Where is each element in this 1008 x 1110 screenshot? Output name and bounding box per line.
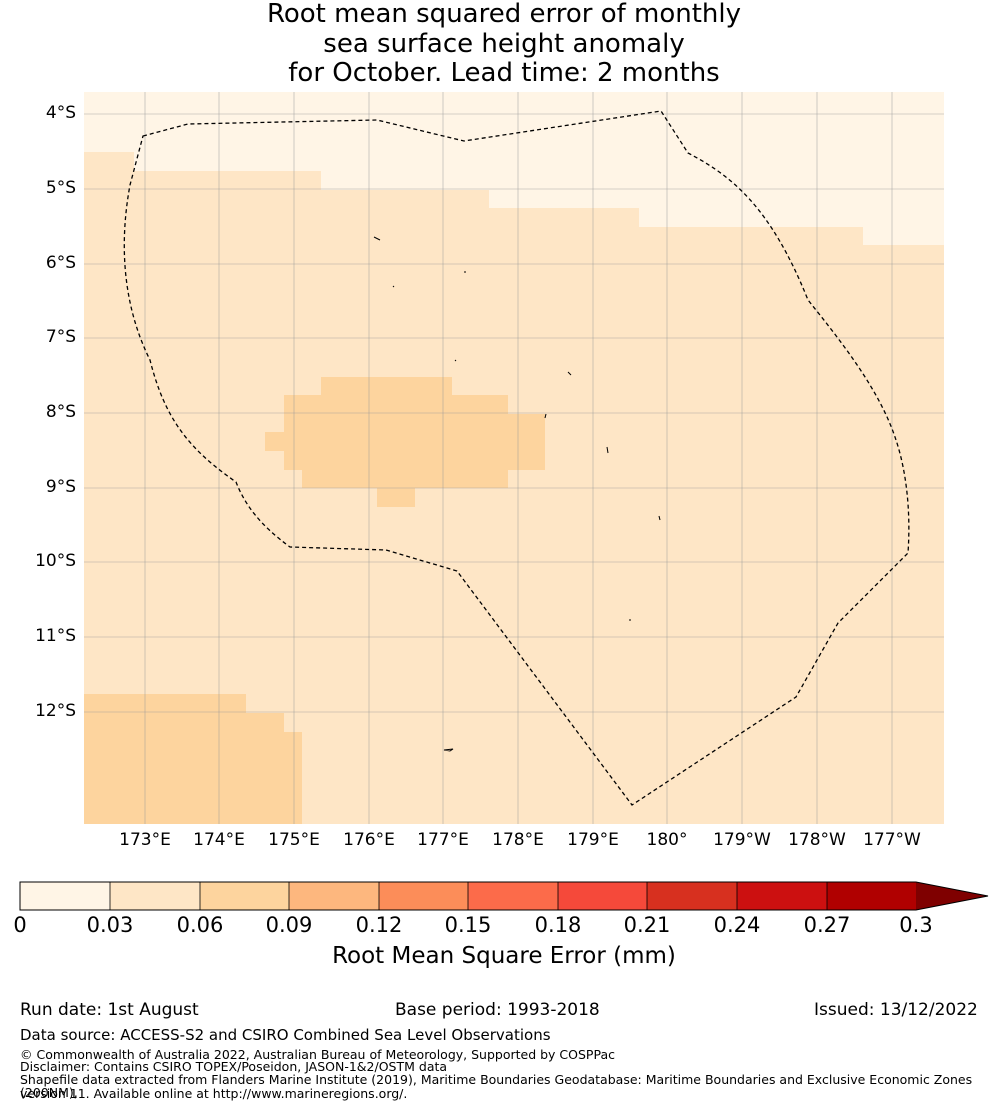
base-period: Base period: 1993-2018 xyxy=(395,1000,600,1020)
colorbar-tick-4: 0.12 xyxy=(355,913,403,937)
lat-label-12s: 12°S xyxy=(35,701,76,721)
island-10 xyxy=(443,748,454,752)
island-7 xyxy=(606,446,609,454)
colorbar-tick-10: 0.3 xyxy=(899,913,933,937)
island-8 xyxy=(658,515,661,521)
data-source: Data source: ACCESS-S2 and CSIRO Combine… xyxy=(20,1026,551,1044)
shapefile-credit-line1: Shapefile data extracted from Flanders M… xyxy=(20,1072,973,1100)
colorbar-tick-2: 0.06 xyxy=(176,913,224,937)
lon-label-174e: 174°E xyxy=(193,830,245,850)
colorbar-tick-7: 0.21 xyxy=(623,913,671,937)
rmse-region-lowest xyxy=(84,92,944,245)
island-5 xyxy=(567,371,572,376)
rmse-region-central xyxy=(265,377,545,507)
lat-label-7s: 7°S xyxy=(45,327,76,347)
issued-date: Issued: 13/12/2022 xyxy=(814,1000,978,1020)
colorbar-segment-2 xyxy=(200,882,289,910)
lon-label-178w: 178°W xyxy=(788,830,846,850)
map-title-line3: for October. Lead time: 2 months xyxy=(288,58,720,88)
colorbar-tick-5: 0.15 xyxy=(444,913,492,937)
eez-boundary xyxy=(123,110,910,806)
shapefile-credit-line2: version 11. Available online at http://w… xyxy=(20,1086,408,1101)
map-title-line2: sea surface height anomaly xyxy=(323,29,685,59)
colorbar-label: Root Mean Square Error (mm) xyxy=(332,943,676,969)
colorbar-segment-0 xyxy=(20,882,110,910)
map-area xyxy=(84,92,944,824)
colorbar-segment-4 xyxy=(379,882,468,910)
colorbar-tick-1: 0.03 xyxy=(86,913,134,937)
lat-label-9s: 9°S xyxy=(45,477,76,497)
lat-label-8s: 8°S xyxy=(45,402,76,422)
colorbar-segment-3 xyxy=(289,882,379,910)
lon-label-177w: 177°W xyxy=(863,830,921,850)
lon-label-177e: 177°E xyxy=(417,830,469,850)
disclaimer: Disclaimer: Contains CSIRO TOPEX/Poseido… xyxy=(20,1059,448,1074)
lat-label-11s: 11°S xyxy=(35,626,76,646)
colorbar-segment-9 xyxy=(827,882,916,910)
island-4 xyxy=(454,359,457,362)
rmse-region-southwest xyxy=(84,694,302,824)
lat-label-6s: 6°S xyxy=(45,253,76,273)
lon-label-176e: 176°E xyxy=(343,830,395,850)
colorbar-segment-5 xyxy=(468,882,558,910)
gridlines xyxy=(84,92,944,824)
colorbar-tick-0: 0 xyxy=(13,913,27,937)
lat-label-5s: 5°S xyxy=(45,178,76,198)
colorbar-segment-7 xyxy=(647,882,737,910)
island-3 xyxy=(392,285,395,288)
lat-label-10s: 10°S xyxy=(35,551,76,571)
colorbar xyxy=(19,881,989,911)
run-date: Run date: 1st August xyxy=(20,1000,199,1020)
islands xyxy=(373,236,661,752)
island-1 xyxy=(373,236,381,241)
colorbar-extend-arrow xyxy=(916,882,988,910)
colorbar-segment-8 xyxy=(737,882,827,910)
lon-label-179e: 179°E xyxy=(567,830,619,850)
colorbar-segment-6 xyxy=(558,882,647,910)
colorbar-tick-6: 0.18 xyxy=(534,913,582,937)
island-6 xyxy=(544,413,547,419)
lon-label-180: 180° xyxy=(646,830,688,850)
map-title-line1: Root mean squared error of monthly xyxy=(266,0,742,29)
lon-label-175e: 175°E xyxy=(268,830,320,850)
lat-label-4s: 4°S xyxy=(45,103,76,123)
colorbar-tick-8: 0.24 xyxy=(713,913,761,937)
colorbar-tick-9: 0.27 xyxy=(803,913,851,937)
colorbar-segment-1 xyxy=(110,882,200,910)
colorbar-tick-3: 0.09 xyxy=(265,913,313,937)
copyright: © Commonwealth of Australia 2022, Austra… xyxy=(20,1047,615,1062)
lon-label-178e: 178°E xyxy=(492,830,544,850)
lon-label-179w: 179°W xyxy=(713,830,771,850)
lon-label-173e: 173°E xyxy=(119,830,171,850)
